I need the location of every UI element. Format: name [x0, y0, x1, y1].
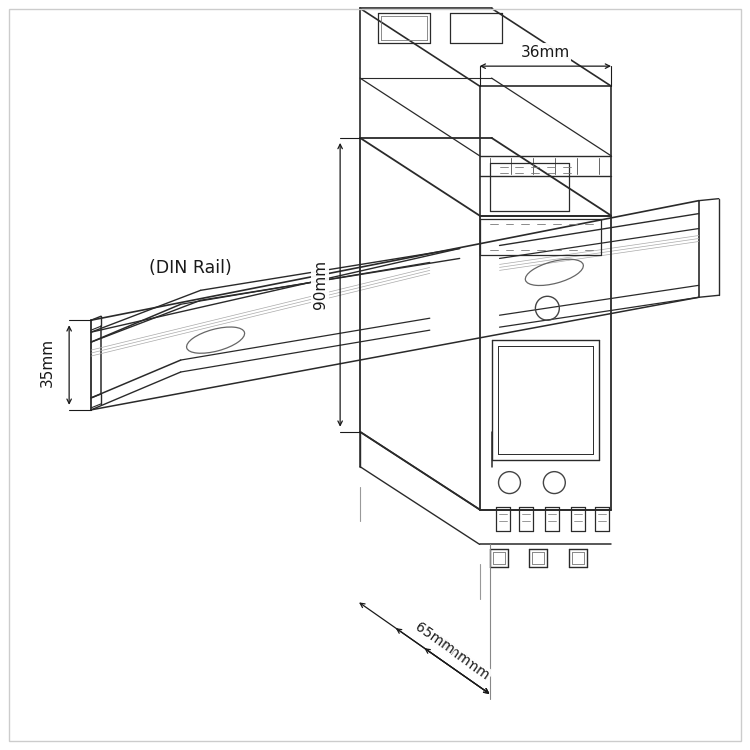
- Text: 90mm: 90mm: [313, 260, 328, 309]
- Text: 35mm: 35mm: [40, 338, 55, 386]
- Text: 65mm: 65mm: [412, 620, 457, 657]
- Text: 36mm: 36mm: [520, 45, 570, 60]
- Text: 49mm: 49mm: [428, 632, 473, 670]
- Text: (DIN Rail): (DIN Rail): [149, 260, 232, 278]
- Text: 35.4mm: 35.4mm: [437, 639, 493, 683]
